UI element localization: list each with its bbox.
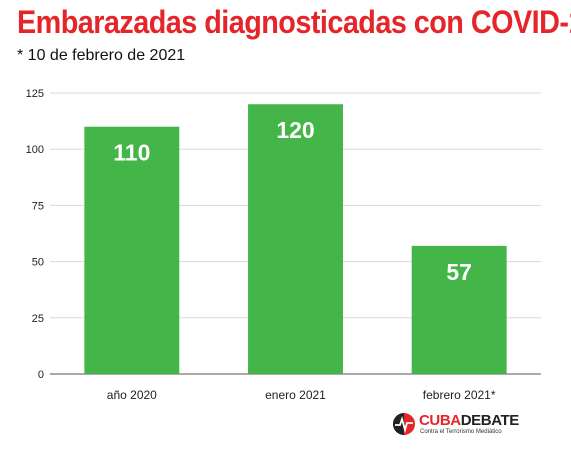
cubadebate-logo: CUBADEBATE Contra el Terrorismo Mediátic…: [392, 411, 519, 439]
cubadebate-logo-icon: [393, 413, 415, 435]
bar: [411, 245, 507, 374]
y-tick-label: 75: [32, 200, 44, 212]
x-tick-label: enero 2021: [265, 388, 326, 402]
logo-word-cuba: CUBA: [419, 412, 461, 429]
data-labels: 110 120 57: [113, 117, 472, 285]
y-tick-label: 25: [32, 313, 44, 325]
bars: [84, 104, 507, 375]
y-tick-label: 0: [38, 369, 44, 381]
data-label: 110: [113, 140, 150, 166]
chart-subtitle: * 10 de febrero de 2021: [17, 47, 186, 64]
bar: [84, 126, 180, 374]
y-tick-label: 50: [32, 257, 44, 269]
logo-tagline: Contra el Terrorismo Mediático: [420, 429, 502, 435]
bar: [248, 104, 343, 375]
data-label: 120: [276, 117, 314, 143]
x-tick-label: año 2020: [107, 388, 157, 402]
logo-word-debate: DEBATE: [460, 412, 520, 429]
y-axis-ticks: 0 25 50 75 100 125: [26, 88, 44, 381]
logo-wordmark: CUBADEBATE: [419, 412, 519, 429]
data-label: 57: [446, 259, 472, 285]
x-axis-ticks: año 2020 enero 2021 febrero 2021*: [107, 388, 496, 402]
y-tick-label: 125: [26, 88, 44, 100]
x-tick-label: febrero 2021*: [423, 388, 496, 402]
chart-title: Embarazadas diagnosticadas con COVID-19: [17, 4, 571, 40]
y-tick-label: 100: [26, 144, 44, 156]
